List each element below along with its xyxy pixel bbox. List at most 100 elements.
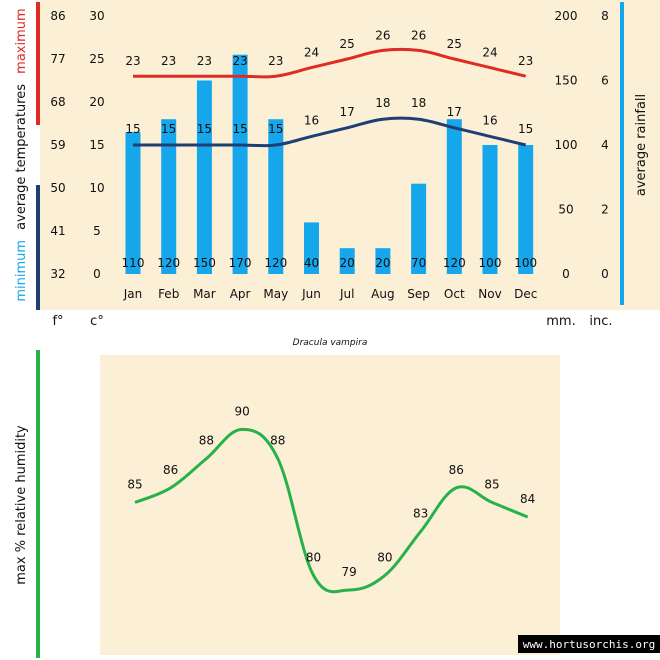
month-tick-label: Nov — [478, 287, 501, 301]
humidity-axis-label: max % relative humidity — [14, 425, 29, 585]
maximum-temperature-data-label: 23 — [125, 54, 140, 68]
fahrenheit-tick-label: 41 — [50, 224, 65, 238]
minimum-temperature-data-label: 18 — [411, 96, 426, 110]
maximum-temperature-data-labels: 23 23 23 23 23 24 25 26 26 25 24 23 — [125, 28, 533, 68]
maximum-label: maximum — [14, 8, 29, 74]
rainfall-bar — [196, 80, 212, 274]
mm-tick-labels: 0 50 100 150 200 — [555, 9, 578, 281]
rainfall-data-label: 120 — [443, 256, 466, 270]
average-temperatures-label: average temperatures — [14, 84, 29, 230]
maximum-temperature-data-label: 24 — [304, 46, 319, 60]
minimum-temperature-line — [133, 116, 527, 148]
inch-tick-label: 4 — [601, 138, 609, 152]
humidity-data-label: 80 — [377, 550, 392, 564]
month-tick-label: Apr — [230, 287, 251, 301]
celsius-tick-label: 20 — [89, 95, 104, 109]
minimum-temperature-data-label: 17 — [447, 105, 462, 119]
humidity-panel-background — [100, 355, 560, 655]
maximum-temperature-data-label: 23 — [232, 54, 247, 68]
rainfall-data-labels: 110 120 150 170 120 40 20 20 70 120 100 100 — [122, 256, 538, 270]
inch-tick-label: 2 — [601, 203, 609, 217]
minimum-label: minimum — [14, 240, 29, 302]
month-tick-label: Jul — [339, 287, 354, 301]
inch-tick-label: 8 — [601, 9, 609, 23]
humidity-data-labels: 85 86 88 90 88 80 79 80 83 86 85 84 — [127, 404, 535, 579]
mm-tick-label: 200 — [555, 9, 578, 23]
fahrenheit-tick-label: 68 — [50, 95, 65, 109]
maximum-temperature-data-label: 25 — [340, 37, 355, 51]
minimum-temperature-data-label: 15 — [232, 122, 247, 136]
rainfall-data-label: 20 — [375, 256, 390, 270]
rainfall-bar — [304, 222, 319, 274]
minimum-temperature-data-label: 16 — [482, 113, 497, 127]
inch-tick-label: 0 — [601, 267, 609, 281]
rainfall-data-label: 40 — [304, 256, 319, 270]
mm-tick-label: 0 — [562, 267, 570, 281]
fahrenheit-tick-label: 50 — [50, 181, 65, 195]
rainfall-bar — [518, 145, 534, 274]
humidity-data-label: 85 — [127, 477, 142, 491]
maximum-temperature-data-label: 23 — [161, 54, 176, 68]
minimum-temperature-data-label: 18 — [375, 96, 390, 110]
humidity-data-label: 79 — [342, 565, 357, 579]
fahrenheit-tick-labels: 32 41 50 59 68 77 86 — [50, 9, 65, 281]
minimum-temperature-data-label: 15 — [268, 122, 283, 136]
celsius-tick-label: 0 — [93, 267, 101, 281]
credit-background — [518, 635, 660, 653]
celsius-tick-label: 10 — [89, 181, 104, 195]
humidity-data-label: 86 — [449, 463, 464, 477]
rainfall-data-label: 100 — [479, 256, 502, 270]
rainfall-bar — [268, 119, 284, 274]
minimum-temperature-data-label: 16 — [304, 113, 319, 127]
celsius-tick-label: 5 — [93, 224, 101, 238]
humidity-data-label: 90 — [234, 404, 249, 418]
maximum-temperature-data-label: 23 — [197, 54, 212, 68]
humidity-data-label: 86 — [163, 463, 178, 477]
celsius-tick-label: 30 — [89, 9, 104, 23]
rainfall-data-label: 100 — [514, 256, 537, 270]
humidity-data-label: 88 — [270, 434, 285, 448]
minimum-temperature-data-label: 15 — [197, 122, 212, 136]
minimum-temperature-data-label: 15 — [125, 122, 140, 136]
rainfall-data-label: 120 — [264, 256, 287, 270]
fahrenheit-unit: f° — [52, 314, 63, 329]
credit-text: www.hortusorchis.org — [523, 638, 655, 651]
rainfall-data-label: 120 — [157, 256, 180, 270]
maximum-temperature-data-label: 26 — [411, 28, 426, 42]
rainfall-bar — [125, 132, 141, 274]
chart-title: Dracula vampira — [293, 338, 368, 348]
month-tick-label: Mar — [193, 287, 216, 301]
inch-tick-label: 6 — [601, 74, 609, 88]
fahrenheit-tick-label: 77 — [50, 52, 65, 66]
rainfall-bar — [375, 248, 391, 274]
rainfall-bar — [482, 145, 498, 274]
humidity-data-label: 85 — [484, 477, 499, 491]
celsius-tick-label: 25 — [89, 52, 104, 66]
rainfall-data-label: 110 — [122, 256, 145, 270]
humidity-data-label: 84 — [520, 492, 535, 506]
rainfall-data-label: 150 — [193, 256, 216, 270]
humidity-data-label: 88 — [199, 434, 214, 448]
maximum-temperature-line — [133, 47, 527, 79]
rainfall-data-label: 70 — [411, 256, 426, 270]
rainfall-bar — [161, 119, 177, 274]
mm-tick-label: 100 — [555, 138, 578, 152]
minimum-temperature-data-label: 17 — [340, 105, 355, 119]
maximum-temperature-data-label: 25 — [447, 37, 462, 51]
month-tick-label: Jan — [123, 287, 143, 301]
minimum-temperature-data-labels: 15 15 15 15 15 16 17 18 18 17 16 15 — [125, 96, 533, 136]
month-tick-label: Jun — [301, 287, 321, 301]
maximum-temperature-data-label: 23 — [268, 54, 283, 68]
rainfall-bar — [446, 119, 462, 274]
month-tick-label: Feb — [158, 287, 179, 301]
rainfall-data-label: 170 — [229, 256, 252, 270]
maximum-temperature-data-label: 23 — [518, 54, 533, 68]
month-tick-labels: Jan Feb Mar Apr May Jun Jul Aug Sep Oct Nov Dec — [123, 287, 538, 301]
fahrenheit-tick-label: 32 — [50, 267, 65, 281]
minimum-temperature-data-label: 15 — [161, 122, 176, 136]
inch-tick-labels: 0 2 4 6 8 — [601, 9, 609, 281]
month-tick-label: Aug — [371, 287, 394, 301]
rainfall-axis-label: average rainfall — [634, 94, 649, 196]
rainfall-bars — [125, 54, 534, 275]
